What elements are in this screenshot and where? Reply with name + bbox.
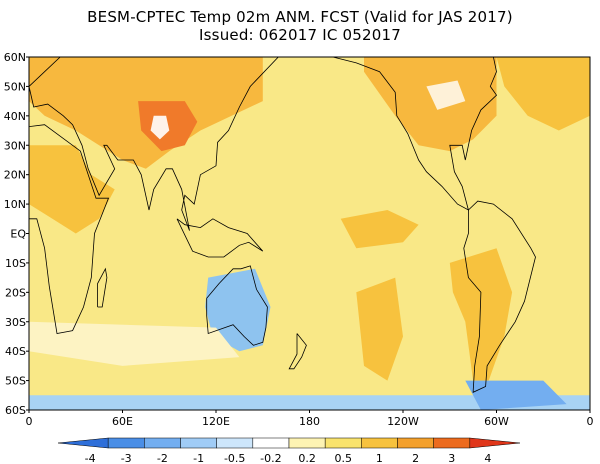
north-america-neutral-spot (426, 80, 466, 110)
colorbar-swatch (180, 437, 217, 449)
colorbar-swatch (107, 437, 145, 449)
lat-label: 20S (5, 286, 26, 299)
colorbar-swatch (57, 437, 109, 449)
map-title: BESM-CPTEC Temp 02m ANM. FCST (Valid for… (87, 8, 513, 26)
indonesia-coastline (176, 218, 264, 258)
colorbar-swatch (397, 437, 434, 449)
lat-label: 10S (5, 257, 26, 270)
lon-label: 120E (202, 415, 230, 428)
colorbar-swatch (288, 437, 326, 449)
north-america-warm-region (364, 57, 497, 152)
anomaly-map: 60N 50N 40N 30N 20N 10N EQ 10S 20S 30S 40S 50S 60S 0… (4, 51, 594, 428)
colorbar-label: 4 (484, 452, 491, 464)
lat-label: 40N (4, 110, 26, 123)
lat-label: 60S (5, 404, 26, 417)
lon-label: 180 (299, 415, 320, 428)
lat-label: 40S (5, 345, 26, 358)
australia-cool-region (205, 268, 271, 352)
colorbar-label: -2 (157, 452, 168, 464)
colorbar-swatch (361, 437, 398, 449)
lat-label: EQ (10, 228, 26, 241)
south-america-warm-region (449, 248, 513, 381)
colorbar-label: -1 (193, 452, 204, 464)
colorbar-swatch (144, 437, 181, 449)
colorbar-swatch (433, 437, 471, 449)
lat-label: 50S (5, 375, 26, 388)
south-indian-neutral-region (29, 321, 240, 366)
colorbar-legend: -4 -3 -2 -1 -0.5 -0.2 0.2 0.5 1 2 3 4 (57, 437, 521, 464)
longitude-axis: 0 60E 120E 180 120W 60W 0 (26, 410, 594, 428)
coastlines (29, 57, 536, 393)
colorbar-swatch (216, 437, 254, 449)
lon-label: 0 (26, 415, 33, 428)
lat-label: 60N (4, 51, 26, 64)
map-subtitle: Issued: 062017 IC 052017 (199, 26, 401, 44)
lat-label: 30N (4, 139, 26, 152)
new-zealand-coastline (288, 333, 307, 370)
eurasia-coastline (29, 57, 279, 231)
colorbar-label: 3 (448, 452, 455, 464)
colorbar-label: 1 (376, 452, 383, 464)
colorbar-label: 0.5 (335, 452, 353, 464)
colorbar-label: -0.5 (224, 452, 245, 464)
south-america-coastline (463, 200, 536, 393)
drake-passage-cool-region (465, 380, 567, 410)
colorbar-label: -4 (85, 452, 96, 464)
north-america-coastline (332, 57, 498, 211)
madagascar-coastline (97, 267, 108, 308)
lon-label: 60E (112, 415, 133, 428)
colorbar-label: -0.2 (260, 452, 281, 464)
africa-coastline (29, 124, 110, 334)
lon-label: 60W (484, 415, 509, 428)
south-pacific-warm-region (356, 277, 403, 381)
latitude-axis: 60N 50N 40N 30N 20N 10N EQ 10S 20S 30S 40S 50S 60S (4, 51, 29, 417)
tibet-neutral-spot (150, 115, 170, 140)
lat-label: 20N (4, 169, 26, 182)
central-pacific-warm-region (340, 210, 419, 249)
lon-label: 120W (387, 415, 419, 428)
colorbar-label: 0.2 (298, 452, 316, 464)
africa-warm-region (29, 145, 115, 234)
north-atlantic-warm-region (496, 57, 590, 131)
australia-coastline (206, 265, 268, 346)
colorbar-label: -3 (121, 452, 132, 464)
colorbar-swatch (324, 437, 362, 449)
colorbar-label: 2 (412, 452, 419, 464)
lat-label: 30S (5, 316, 26, 329)
map-plot-area (29, 57, 590, 410)
lat-label: 50N (4, 80, 26, 93)
colorbar-swatch (469, 437, 521, 449)
lon-label: 0 (587, 415, 594, 428)
southern-ocean-cool-region (29, 395, 590, 410)
colorbar-swatch (252, 437, 290, 449)
lat-label: 10N (4, 198, 26, 211)
